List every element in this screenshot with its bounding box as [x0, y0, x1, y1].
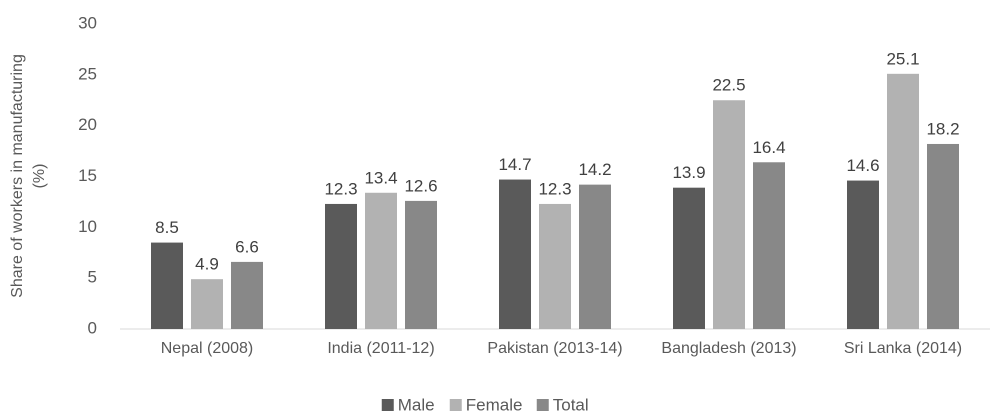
- y-axis-label: (%): [31, 164, 48, 189]
- bar: [673, 187, 705, 329]
- data-label: 14.2: [578, 160, 611, 179]
- legend-swatch: [536, 399, 549, 411]
- data-label: 16.4: [752, 138, 785, 157]
- y-tick-label: 20: [78, 115, 97, 134]
- bar: [713, 100, 745, 329]
- data-label: 6.6: [235, 237, 259, 256]
- bar: [231, 261, 263, 329]
- data-label: 14.7: [498, 155, 531, 174]
- bar: [151, 242, 183, 329]
- data-label: 13.9: [672, 163, 705, 182]
- legend-label: Female: [466, 395, 523, 414]
- y-tick-label: 5: [88, 268, 97, 287]
- legend-swatch: [449, 399, 462, 411]
- y-axis-label: Share of workers in manufacturing: [9, 54, 26, 298]
- y-tick-label: 25: [78, 64, 97, 83]
- bar: [539, 203, 571, 329]
- bar: [365, 192, 397, 329]
- x-tick-label: Sri Lanka (2014): [844, 340, 962, 357]
- x-tick-label: India (2011-12): [327, 340, 434, 357]
- bar: [191, 279, 223, 329]
- legend-label: Male: [398, 395, 435, 414]
- data-label: 12.6: [404, 176, 437, 195]
- bar: [847, 180, 879, 329]
- data-label: 12.3: [324, 179, 357, 198]
- bar: [405, 200, 437, 329]
- x-tick-label: Bangladesh (2013): [661, 340, 796, 357]
- data-label: 8.5: [155, 218, 179, 237]
- x-tick-label: Nepal (2008): [161, 340, 254, 357]
- bar: [753, 162, 785, 329]
- y-tick-label: 30: [78, 13, 97, 32]
- data-label: 25.1: [886, 49, 919, 68]
- y-tick-label: 10: [78, 217, 97, 236]
- x-tick-label: Pakistan (2013-14): [487, 340, 622, 357]
- bar: [927, 143, 959, 329]
- data-label: 18.2: [926, 119, 959, 138]
- bar: [325, 203, 357, 329]
- legend-label: Total: [553, 395, 589, 414]
- legend-swatch: [381, 399, 394, 411]
- y-tick-label: 0: [88, 318, 97, 337]
- data-label: 4.9: [195, 255, 219, 274]
- data-label: 13.4: [364, 168, 397, 187]
- bar: [579, 184, 611, 329]
- y-tick-label: 15: [78, 166, 97, 185]
- data-label: 14.6: [846, 156, 879, 175]
- data-label: 22.5: [712, 76, 745, 95]
- bar: [499, 179, 531, 329]
- bar: [887, 73, 919, 329]
- data-label: 12.3: [538, 179, 571, 198]
